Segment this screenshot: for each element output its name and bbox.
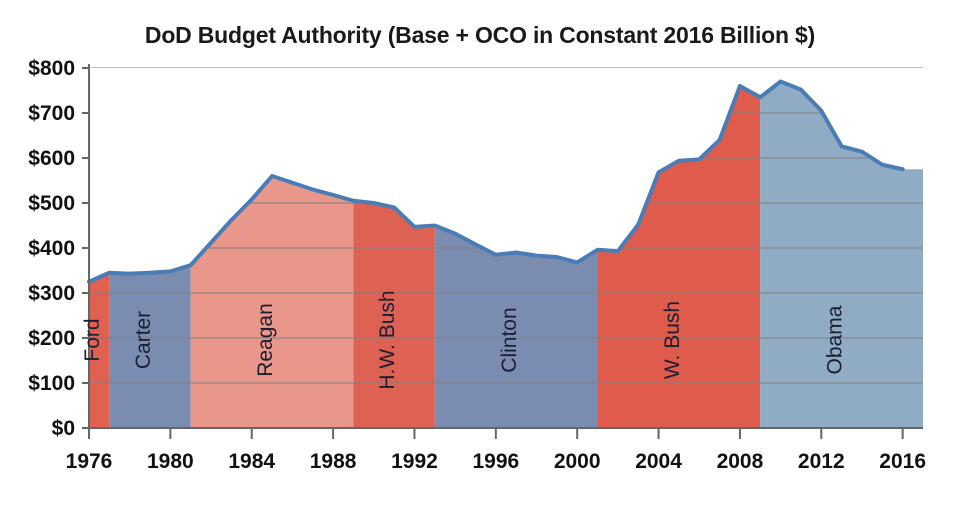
- president-band-label: Reagan: [254, 303, 277, 377]
- x-axis-tick-label: 1996: [472, 450, 519, 473]
- y-axis-tick-label: $300: [28, 282, 75, 305]
- president-band-label: Obama: [824, 305, 847, 374]
- y-axis-tick-label: $200: [28, 327, 75, 350]
- x-axis-tick-label: 2008: [717, 450, 764, 473]
- president-band-label: Carter: [132, 311, 155, 369]
- y-axis-tick-label: $500: [28, 192, 75, 215]
- x-axis-tick-label: 1980: [147, 450, 194, 473]
- x-axis-tick-label: 2004: [635, 450, 682, 473]
- x-axis-tick-label: 1976: [66, 450, 113, 473]
- y-axis-tick-label: $600: [28, 147, 75, 170]
- y-axis-tick-label: $100: [28, 372, 75, 395]
- x-axis-tick-label: 2016: [879, 450, 926, 473]
- y-axis-tick-labels: $0 $100 $200 $300 $400 $500 $600 $700 $800: [28, 57, 89, 440]
- budget-line: [87, 79, 905, 284]
- chart-title: DoD Budget Authority (Base + OCO in Cons…: [144, 22, 816, 48]
- president-band-labels: Ford Carter Reagan H.W. Bush Clinton W. Bush O…: [81, 290, 846, 389]
- y-axis-tick-label: $400: [28, 237, 75, 260]
- budget-area-series: [87, 68, 923, 284]
- x-axis-tick-label: 1988: [310, 450, 357, 473]
- president-band-label: Ford: [81, 318, 104, 361]
- x-axis-tick-label: 1984: [228, 450, 275, 473]
- above-curve-mask: [89, 68, 923, 282]
- x-axis-tick-label: 2012: [798, 450, 845, 473]
- y-axis-tick-label: $800: [28, 57, 75, 80]
- x-axis-tick-labels: 1976 1980 1984 1988 1992 1996 2000 2004 2008 2012…: [66, 428, 926, 473]
- x-axis-tick-label: 2000: [554, 450, 601, 473]
- president-band-label: H.W. Bush: [376, 290, 399, 389]
- x-axis-tick-label: 1992: [391, 450, 438, 473]
- president-band-label: Clinton: [498, 307, 521, 372]
- president-band-label: W. Bush: [661, 301, 684, 379]
- y-axis-tick-label: $0: [52, 417, 75, 440]
- axes-group: [88, 64, 923, 429]
- y-axis-tick-label: $700: [28, 102, 75, 125]
